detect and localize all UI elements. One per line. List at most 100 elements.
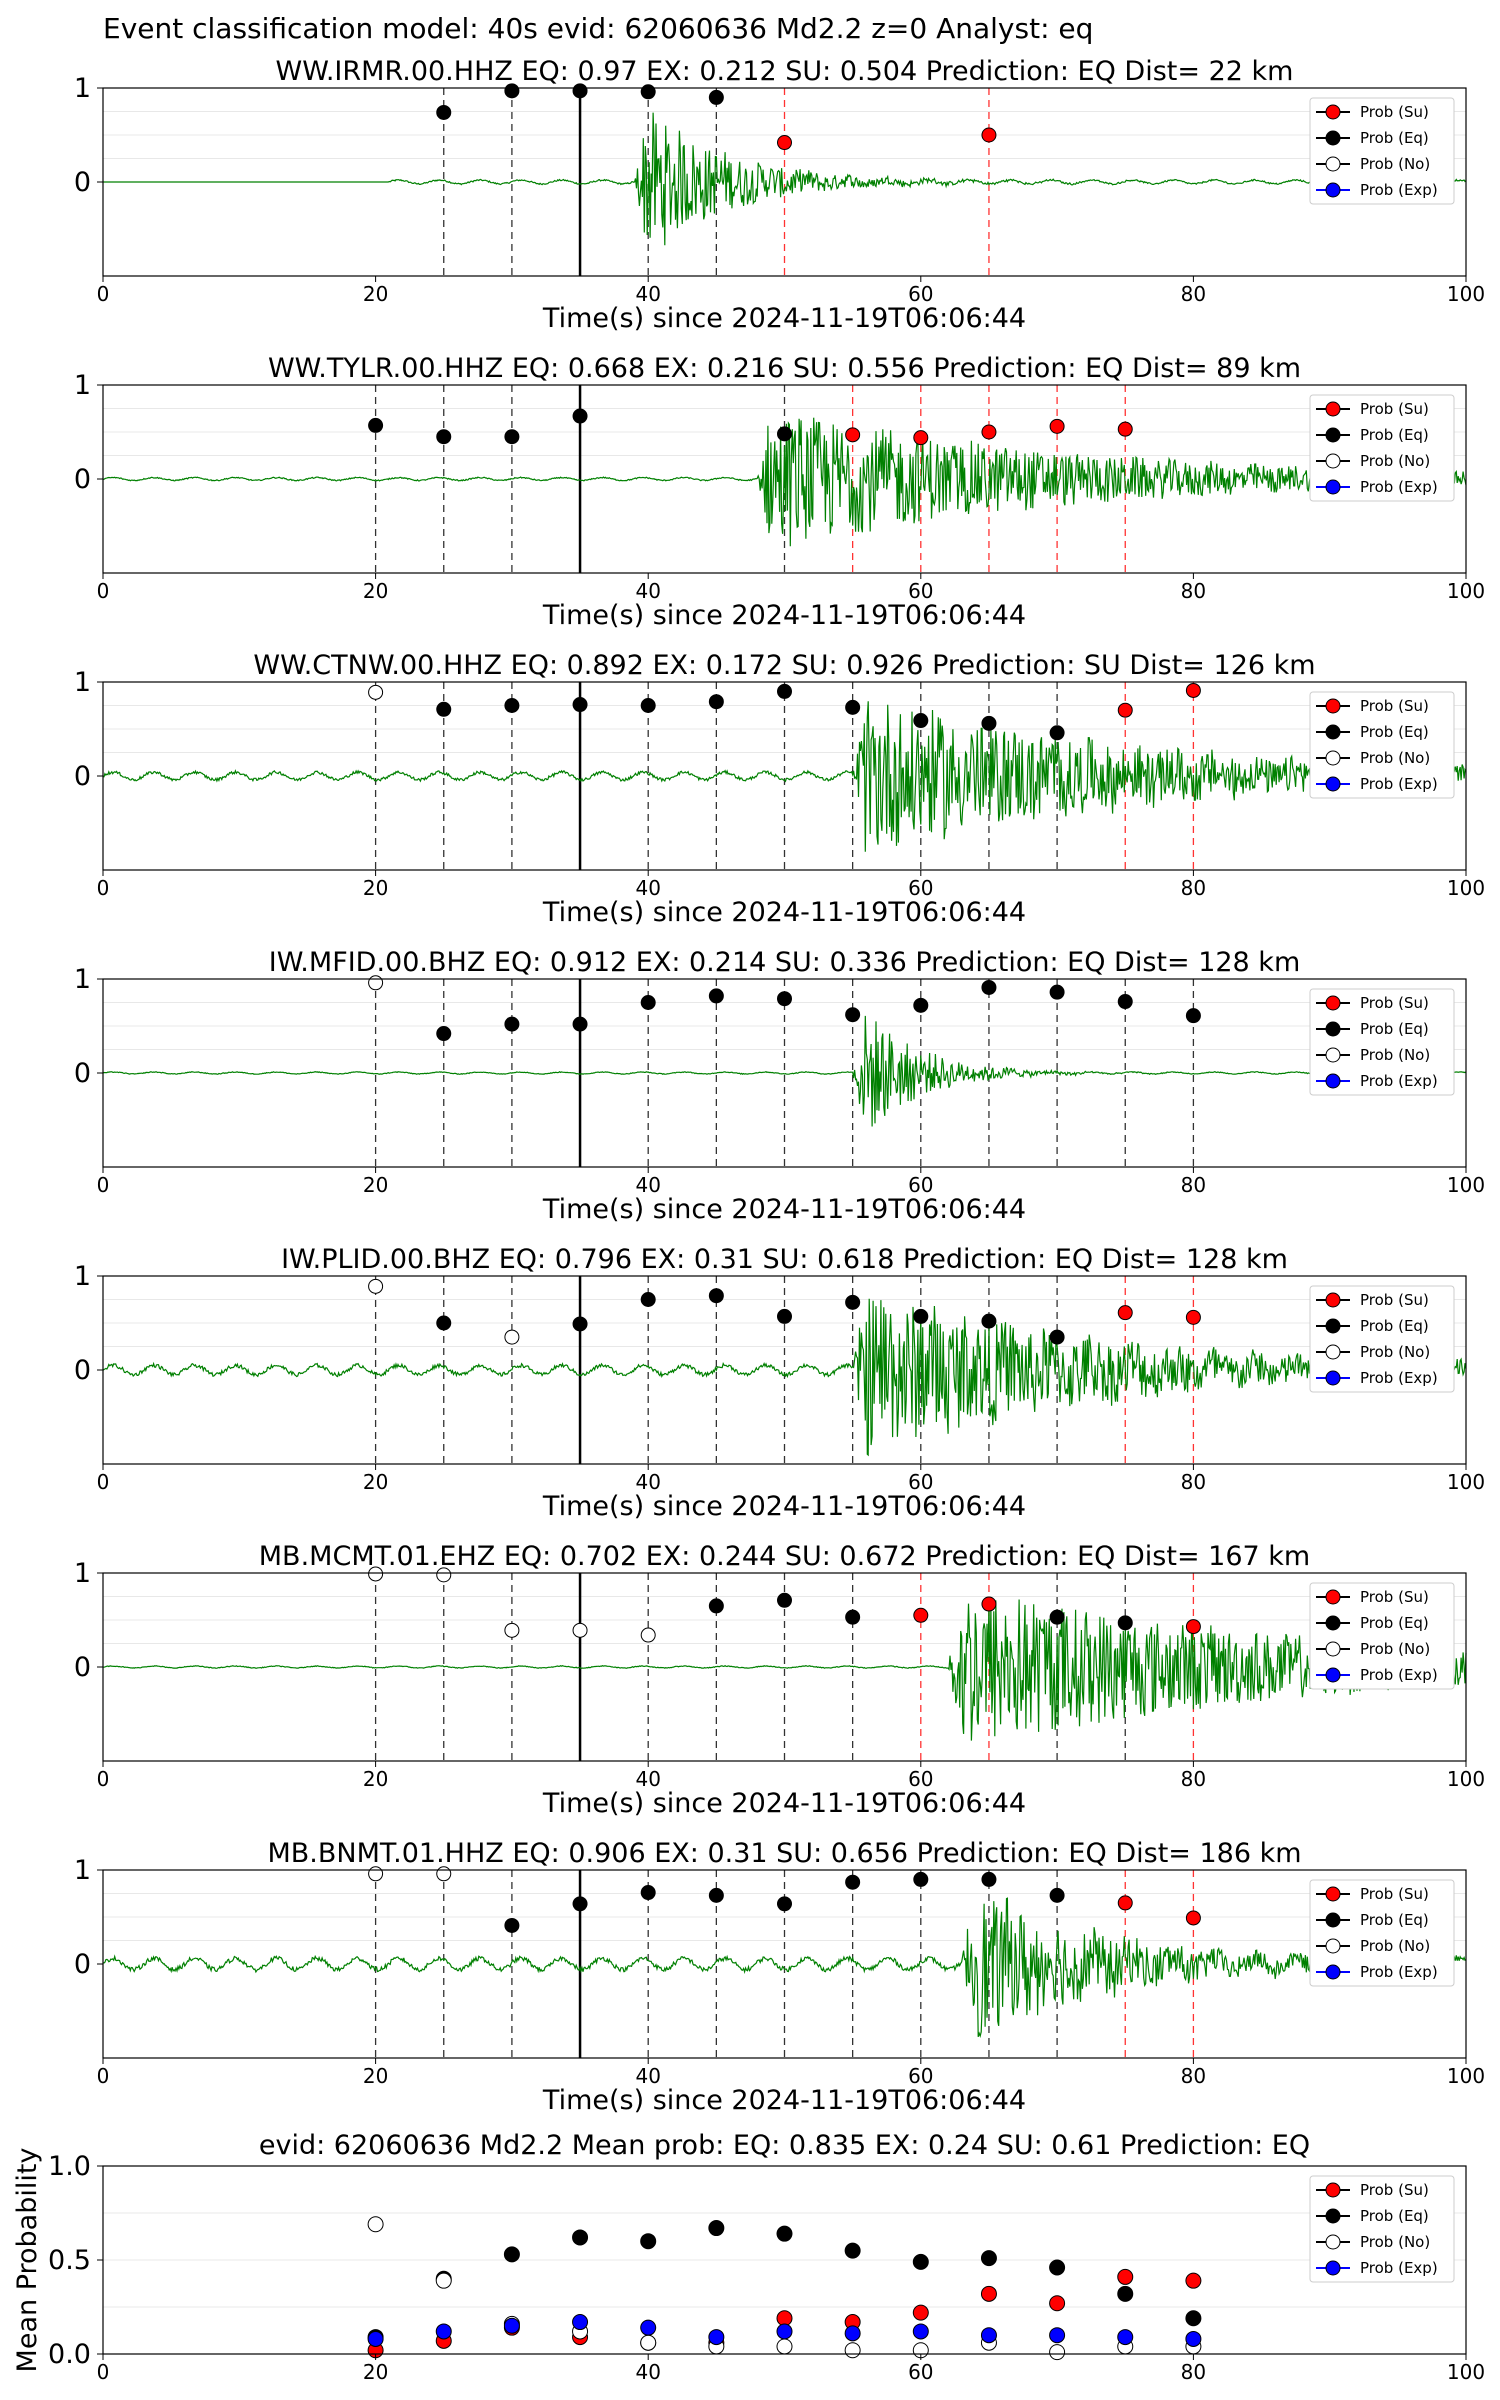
legend-marker [1325,156,1341,172]
prob-marker-eq [1049,725,1065,741]
y-tick-label: 1 [74,1261,91,1292]
prob-marker-eq [708,694,724,710]
panel-title: MB.BNMT.01.HHZ EQ: 0.906 EX: 0.31 SU: 0.… [267,1838,1301,1869]
waveform-trace [102,1897,1467,2039]
legend-marker [1325,1589,1341,1605]
legend-label: Prob (No) [1360,1937,1430,1955]
chart-panel-7: MB.BNMT.01.HHZ EQ: 0.906 EX: 0.31 SU: 0.… [74,1838,1485,2116]
mean-prob-point [844,2342,861,2359]
mean-prob-point [912,2323,929,2340]
prob-marker-eq [1117,1615,1133,1631]
x-tick-label: 0 [97,2064,110,2088]
prob-marker-eq [572,1896,588,1912]
legend-marker [1325,1370,1341,1386]
prob-marker-su [913,430,929,446]
legend-label: Prob (Eq) [1360,1911,1429,1929]
y-tick-label: 1 [74,73,91,104]
prob-marker-eq [504,83,520,99]
x-tick-label: 40 [635,579,660,603]
mean-prob-point [572,2229,589,2246]
prob-marker-no [368,1278,384,1294]
mean-prob-point [980,2285,997,2302]
prob-marker-eq [845,699,861,715]
x-tick-label: 60 [908,1767,933,1791]
mean-prob-point [980,2327,997,2344]
y-tick-label: 0 [74,1058,91,1089]
legend-marker [1325,182,1341,198]
prob-marker-eq [572,408,588,424]
mean-prob-point [640,2319,657,2336]
x-axis-label: Time(s) since 2024-11-19T06:06:44 [542,1788,1026,1819]
prob-marker-eq [640,1885,656,1901]
prob-marker-su [1117,1305,1133,1321]
prob-marker-eq [777,1896,792,1912]
legend-marker [1325,479,1341,495]
x-tick-label: 0 [97,1767,110,1791]
legend-marker [1325,1073,1341,1089]
prob-marker-eq [981,715,997,731]
prob-marker-eq [913,997,929,1013]
x-tick-label: 0 [97,1173,110,1197]
x-axis-label: Time(s) since 2024-11-19T06:06:44 [542,1491,1026,1522]
prob-marker-eq [504,1917,520,1933]
legend-label: Prob (Eq) [1360,129,1429,147]
panel-title: IW.PLID.00.BHZ EQ: 0.796 EX: 0.31 SU: 0.… [281,1244,1288,1275]
waveform-trace [103,701,1467,852]
x-tick-label: 100 [1447,1767,1485,1791]
x-tick-label: 80 [1181,1173,1206,1197]
mean-prob-point [1117,2285,1134,2302]
y-tick-label: 1 [74,1558,91,1589]
panel-title: WW.CTNW.00.HHZ EQ: 0.892 EX: 0.172 SU: 0… [253,650,1315,681]
mean-prob-point [1185,2272,1202,2289]
legend-marker [1325,2208,1341,2224]
legend-label: Prob (Su) [1360,697,1429,715]
legend-label: Prob (Eq) [1360,723,1429,741]
y-tick-label: 0 [74,167,91,198]
prob-marker-no [436,1866,452,1882]
prob-marker-eq [436,104,452,120]
legend-marker [1325,1318,1341,1334]
prob-marker-eq [504,1016,520,1032]
legend-label: Prob (Eq) [1360,1614,1429,1632]
legend-label: Prob (Exp) [1360,775,1438,793]
x-tick-label: 80 [1181,2360,1206,2384]
legend-marker [1325,2234,1341,2250]
legend-box [1309,394,1455,502]
prob-marker-eq [572,697,588,713]
prob-marker-eq [845,1874,861,1890]
prob-marker-su [1117,421,1133,437]
prob-marker-eq [1049,1609,1065,1625]
prob-marker-eq [708,89,724,105]
x-tick-label: 40 [635,2360,660,2384]
prob-marker-eq [777,1308,792,1324]
mean-prob-point [708,2220,725,2237]
legend-label: Prob (Eq) [1360,1020,1429,1038]
mean-prob-point [503,2317,520,2334]
legend-box [1309,691,1455,799]
legend-marker [1325,995,1341,1011]
prob-marker-su [1117,702,1133,718]
legend: Prob (Su) Prob (Eq) Prob (No) Prob (Exp) [1309,394,1455,502]
legend-label: Prob (Exp) [1360,1666,1438,1684]
x-tick-label: 20 [363,1767,388,1791]
legend-marker [1325,1292,1341,1308]
legend-label: Prob (Su) [1360,103,1429,121]
figure-title: Event classification model: 40s evid: 62… [103,12,1093,45]
prob-marker-no [368,1566,384,1582]
legend: Prob (Su) Prob (Eq) Prob (No) Prob (Exp) [1309,1879,1455,1987]
y-tick-label: 1.0 [48,2151,91,2182]
y-tick-label: 1 [74,1855,91,1886]
x-tick-label: 40 [635,2064,660,2088]
x-tick-label: 40 [635,876,660,900]
x-tick-label: 60 [908,1173,933,1197]
legend-label: Prob (Su) [1360,994,1429,1012]
legend-marker [1325,104,1341,120]
legend-label: Prob (Exp) [1360,181,1438,199]
mean-prob-point [503,2246,520,2263]
legend-label: Prob (Su) [1360,1885,1429,1903]
mean-prob-point [708,2329,725,2346]
legend-box [1309,1285,1455,1393]
waveform-trace [102,1298,1467,1457]
prob-marker-eq [845,1609,861,1625]
